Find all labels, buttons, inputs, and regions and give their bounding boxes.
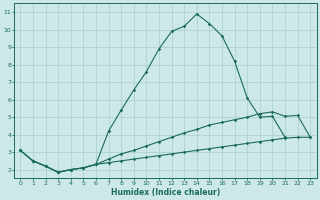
X-axis label: Humidex (Indice chaleur): Humidex (Indice chaleur)	[111, 188, 220, 197]
